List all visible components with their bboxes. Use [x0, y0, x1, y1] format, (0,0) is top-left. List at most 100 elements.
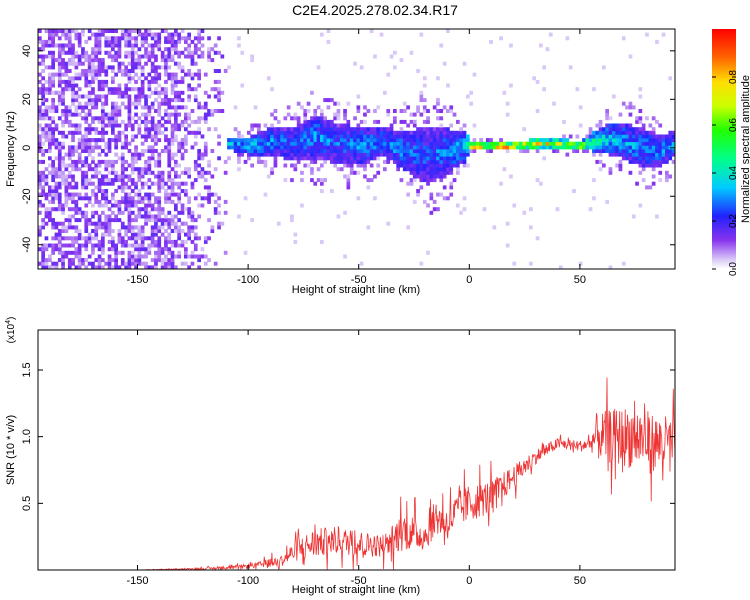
heatmap-cell: [71, 145, 75, 150]
heatmap-cell: [64, 109, 69, 113]
heatmap-cell: [111, 105, 115, 110]
heatmap-cell: [462, 123, 467, 128]
heatmap-cell: [91, 181, 95, 186]
heatmap-cell: [140, 152, 145, 157]
heatmap-cell: [124, 174, 128, 179]
heatmap-cell: [257, 134, 261, 139]
heatmap-cell: [253, 149, 258, 153]
heatmap-cell: [346, 127, 351, 132]
heatmap-cell: [127, 243, 132, 248]
heatmap-cell: [67, 36, 72, 41]
heatmap-cell: [535, 236, 540, 241]
heatmap-cell: [618, 149, 623, 153]
heatmap-cell: [562, 134, 566, 139]
heatmap-cell: [658, 141, 663, 146]
heatmap-cell: [160, 218, 165, 223]
heatmap-cell: [137, 156, 142, 161]
heatmap-cell: [177, 232, 181, 237]
heatmap-cell: [661, 141, 666, 146]
heatmap-cell: [446, 167, 450, 172]
heatmap-cell: [393, 152, 397, 157]
heatmap-cell: [366, 156, 371, 161]
heatmap-cell: [558, 265, 563, 269]
heatmap-cell: [38, 127, 42, 132]
heatmap-cell: [213, 109, 218, 113]
heatmap-cell: [44, 149, 49, 153]
heatmap-cell: [84, 247, 89, 252]
heatmap-cell: [177, 54, 181, 59]
heatmap-cell: [436, 145, 440, 150]
heatmap-cell: [157, 210, 162, 215]
heatmap-cell: [77, 159, 82, 164]
heatmap-cell: [54, 232, 59, 237]
heatmap-cell: [197, 265, 201, 269]
heatmap-cell: [157, 174, 162, 179]
heatmap-cell: [124, 207, 128, 212]
heatmap-cell: [107, 170, 112, 175]
heatmap-cell: [638, 109, 643, 113]
heatmap-cell: [38, 203, 42, 208]
heatmap-cell: [389, 134, 394, 139]
heatmap-cell: [140, 167, 145, 172]
heatmap-cell: [439, 152, 444, 157]
heatmap-cell: [154, 221, 158, 226]
heatmap-cell: [326, 119, 331, 124]
heatmap-cell: [84, 94, 89, 99]
heatmap-cell: [61, 32, 65, 37]
heatmap-cell: [200, 247, 205, 252]
heatmap-cell: [91, 105, 95, 110]
heatmap-cell: [134, 167, 138, 172]
heatmap-cell: [645, 163, 649, 168]
heatmap-cell: [160, 225, 165, 230]
heatmap-cell: [104, 203, 109, 208]
heatmap-cell: [376, 156, 381, 161]
heatmap-cell: [130, 134, 135, 139]
heatmap-cell: [44, 43, 49, 48]
heatmap-cell: [310, 116, 314, 121]
heatmap-cell: [280, 152, 284, 157]
heatmap-cell: [237, 138, 241, 143]
heatmap-cell: [439, 145, 444, 150]
heatmap-cell: [300, 127, 304, 132]
heatmap-cell: [628, 127, 633, 132]
heatmap-cell: [436, 127, 440, 132]
heatmap-cell: [71, 214, 75, 219]
heatmap-cell: [645, 138, 649, 143]
heatmap-cell: [170, 123, 175, 128]
heatmap-cell: [356, 105, 361, 110]
heatmap-cell: [48, 39, 52, 44]
heatmap-cell: [107, 232, 112, 237]
heatmap-cell: [111, 229, 115, 233]
heatmap-cell: [67, 79, 72, 84]
heatmap-cell: [67, 29, 72, 33]
heatmap-cell: [177, 79, 181, 84]
heatmap-cell: [220, 221, 225, 226]
heatmap-cell: [184, 232, 188, 237]
heatmap-cell: [77, 145, 82, 150]
heatmap-cell: [97, 47, 102, 52]
heatmap-cell: [489, 145, 493, 150]
heatmap-cell: [130, 29, 135, 33]
heatmap-cell: [618, 163, 623, 168]
heatmap-cell: [406, 159, 410, 164]
heatmap-cell: [393, 156, 397, 161]
heatmap-cell: [140, 243, 145, 248]
heatmap-cell: [127, 87, 132, 92]
heatmap-cell: [127, 112, 132, 117]
heatmap-cell: [290, 163, 294, 168]
heatmap-cell: [343, 116, 347, 121]
heatmap-cell: [193, 130, 198, 135]
heatmap-cell: [164, 79, 168, 84]
heatmap-cell: [130, 243, 135, 248]
heatmap-cell: [134, 58, 138, 63]
heatmap-cell: [160, 116, 165, 121]
heatmap-cell: [641, 149, 646, 153]
heatmap-cell: [150, 170, 155, 175]
heatmap-cell: [57, 174, 62, 179]
heatmap-cell: [94, 236, 99, 241]
heatmap-cell: [71, 159, 75, 164]
heatmap-cell: [253, 123, 258, 128]
spectrogram-x-ticks: -150 -100 -50 0 50: [127, 29, 586, 286]
heatmap-cell: [124, 54, 128, 59]
heatmap-cell: [505, 112, 510, 117]
